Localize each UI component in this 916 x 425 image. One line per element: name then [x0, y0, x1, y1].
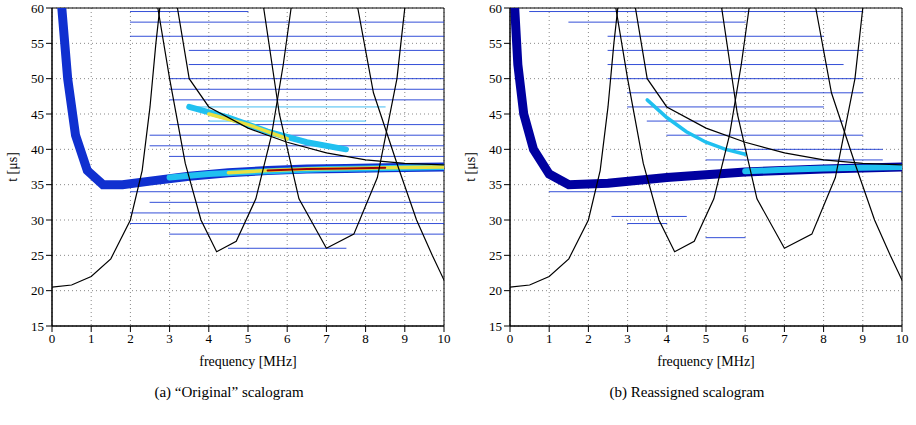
svg-text:60: 60 — [31, 1, 44, 16]
svg-text:45: 45 — [489, 107, 502, 122]
svg-text:6: 6 — [284, 331, 291, 346]
svg-text:30: 30 — [489, 213, 502, 228]
svg-text:25: 25 — [31, 248, 44, 263]
svg-text:15: 15 — [31, 319, 44, 334]
html-text:(b) Reassigned scalogram: (b) Reassigned scalogram — [609, 384, 765, 400]
svg-text:55: 55 — [31, 36, 44, 51]
svg-text:20: 20 — [31, 283, 44, 298]
svg-text:6: 6 — [742, 331, 749, 346]
svg-text:40: 40 — [489, 142, 502, 157]
svg-text:3: 3 — [166, 331, 173, 346]
svg-text:t [μs]: t [μs] — [463, 152, 478, 182]
svg-text:8: 8 — [362, 331, 369, 346]
svg-text:1: 1 — [88, 331, 95, 346]
svg-text:5: 5 — [703, 331, 710, 346]
svg-text:9: 9 — [402, 331, 409, 346]
svg-text:1: 1 — [546, 331, 553, 346]
svg-text:7: 7 — [781, 331, 788, 346]
svg-text:30: 30 — [31, 213, 44, 228]
svg-text:5: 5 — [245, 331, 252, 346]
svg-text:4: 4 — [206, 331, 213, 346]
html-text:(a) “Original” scalogram: (a) “Original” scalogram — [154, 384, 304, 400]
svg-text:0: 0 — [49, 331, 56, 346]
svg-text:0: 0 — [507, 331, 514, 346]
svg-text:9: 9 — [860, 331, 867, 346]
svg-text:50: 50 — [31, 71, 44, 86]
svg-text:frequency [MHz]: frequency [MHz] — [657, 354, 755, 369]
svg-text:2: 2 — [585, 331, 592, 346]
svg-text:45: 45 — [31, 107, 44, 122]
svg-text:4: 4 — [664, 331, 671, 346]
svg-text:7: 7 — [323, 331, 330, 346]
svg-text:10: 10 — [896, 331, 909, 346]
svg-text:3: 3 — [624, 331, 631, 346]
svg-text:8: 8 — [820, 331, 827, 346]
svg-text:60: 60 — [489, 1, 502, 16]
svg-text:25: 25 — [489, 248, 502, 263]
svg-text:20: 20 — [489, 283, 502, 298]
svg-text:35: 35 — [31, 177, 44, 192]
svg-text:50: 50 — [489, 71, 502, 86]
svg-text:2: 2 — [127, 331, 134, 346]
svg-text:t [μs]: t [μs] — [5, 152, 20, 182]
svg-text:40: 40 — [31, 142, 44, 157]
svg-text:35: 35 — [489, 177, 502, 192]
svg-text:15: 15 — [489, 319, 502, 334]
svg-text:55: 55 — [489, 36, 502, 51]
svg-text:frequency [MHz]: frequency [MHz] — [199, 354, 297, 369]
svg-text:10: 10 — [438, 331, 451, 346]
